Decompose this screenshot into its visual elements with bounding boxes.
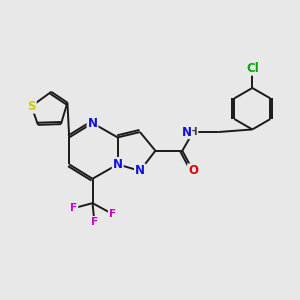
Text: S: S [27, 100, 36, 113]
Text: N: N [135, 164, 145, 177]
Text: F: F [91, 217, 98, 227]
Text: N: N [182, 125, 192, 139]
Text: F: F [109, 209, 116, 219]
Text: Cl: Cl [246, 62, 259, 75]
Text: O: O [188, 164, 198, 177]
Text: H: H [189, 127, 197, 137]
Text: N: N [113, 158, 123, 171]
Text: F: F [70, 203, 77, 213]
Text: N: N [88, 117, 98, 130]
